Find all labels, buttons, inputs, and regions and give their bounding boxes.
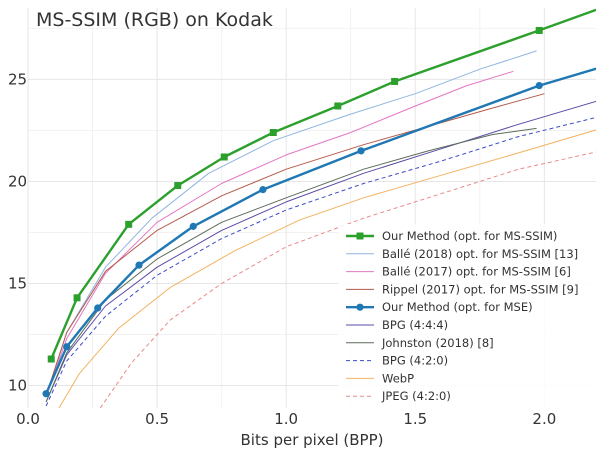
data-point <box>535 81 543 90</box>
legend-label: Our Method (opt. for MS-SSIM) <box>382 229 557 243</box>
series-line <box>48 93 545 388</box>
series-3 <box>48 70 514 390</box>
x-tick-labels: 0.0 0.5 1.0 1.5 2.0 <box>16 410 556 428</box>
series-6 <box>45 100 596 403</box>
legend-background <box>338 224 596 410</box>
y-tick-labels: 10 15 20 25 <box>8 70 27 394</box>
data-point <box>220 153 228 161</box>
series-line <box>45 127 537 403</box>
y-tick-label: 15 <box>8 275 27 293</box>
x-axis-label: Bits per pixel (BPP) <box>241 431 384 449</box>
series-10 <box>99 151 596 408</box>
series-layer <box>42 8 596 408</box>
legend-item: Ballé (2017) opt. for MS-SSIM [6] <box>346 265 571 279</box>
series-line <box>48 70 514 390</box>
x-tick-label: 0.0 <box>16 410 40 428</box>
series-2 <box>48 50 537 390</box>
legend-item: Johnston (2018) [8] <box>346 336 494 350</box>
legend-label: JPEG (4:2:0) <box>381 389 451 403</box>
series-9 <box>58 129 596 408</box>
series-8 <box>45 116 596 407</box>
data-point <box>174 182 182 190</box>
data-point <box>135 261 143 269</box>
legend-marker <box>356 303 364 311</box>
legend-label: BPG (4:2:0) <box>382 354 448 368</box>
data-point <box>94 304 102 312</box>
series-line <box>58 129 596 408</box>
series-line <box>45 100 596 403</box>
legend-item: Ballé (2018) opt. for MS-SSIM [13] <box>346 247 578 261</box>
legend-label: Ballé (2017) opt. for MS-SSIM [6] <box>382 265 571 279</box>
series-line <box>45 116 596 407</box>
legend-label: Our Method (opt. for MSE) <box>382 300 533 314</box>
legend-item: Our Method (opt. for MSE) <box>346 300 533 314</box>
x-tick-label: 0.5 <box>145 410 169 428</box>
x-tick-label: 1.5 <box>403 410 427 428</box>
data-point <box>357 147 365 155</box>
data-point <box>125 220 133 228</box>
y-tick-label: 20 <box>8 172 27 190</box>
series-line <box>50 8 596 360</box>
legend-label: Rippel (2017) opt. for MS-SSIM [9] <box>382 282 578 296</box>
data-point <box>391 77 399 85</box>
series-line <box>48 50 537 390</box>
data-point <box>63 343 71 351</box>
legend-item: BPG (4:4:4) <box>346 318 448 332</box>
legend-item: BPG (4:2:0) <box>346 354 448 368</box>
x-tick-label: 2.0 <box>532 410 556 428</box>
y-tick-label: 10 <box>8 377 27 395</box>
legend-label: WebP <box>382 371 414 385</box>
legend: Our Method (opt. for MS-SSIM) Ballé (2018… <box>338 224 596 410</box>
series-line <box>99 151 596 408</box>
legend-item: Our Method (opt. for MS-SSIM) <box>346 229 557 243</box>
legend-item: WebP <box>346 371 414 385</box>
data-point <box>259 186 267 194</box>
data-point <box>269 128 277 136</box>
legend-item: JPEG (4:2:0) <box>346 389 451 403</box>
data-point <box>42 390 50 398</box>
legend-label: BPG (4:4:4) <box>382 318 448 332</box>
legend-label: Ballé (2018) opt. for MS-SSIM [13] <box>382 247 578 261</box>
chart-title: MS-SSIM (RGB) on Kodak <box>36 9 273 31</box>
data-point <box>47 355 55 363</box>
grid <box>27 8 596 408</box>
data-point <box>334 102 342 110</box>
series-7 <box>45 127 537 403</box>
series-4 <box>48 93 545 388</box>
series-1 <box>47 8 596 363</box>
series-5 <box>42 67 596 398</box>
x-tick-label: 1.0 <box>274 410 298 428</box>
data-point <box>73 294 81 302</box>
legend-marker <box>356 232 364 240</box>
y-tick-label: 25 <box>8 70 27 88</box>
data-point <box>189 222 197 230</box>
legend-label: Johnston (2018) [8] <box>381 336 494 350</box>
data-point <box>535 26 543 34</box>
legend-item: Rippel (2017) opt. for MS-SSIM [9] <box>346 282 578 296</box>
